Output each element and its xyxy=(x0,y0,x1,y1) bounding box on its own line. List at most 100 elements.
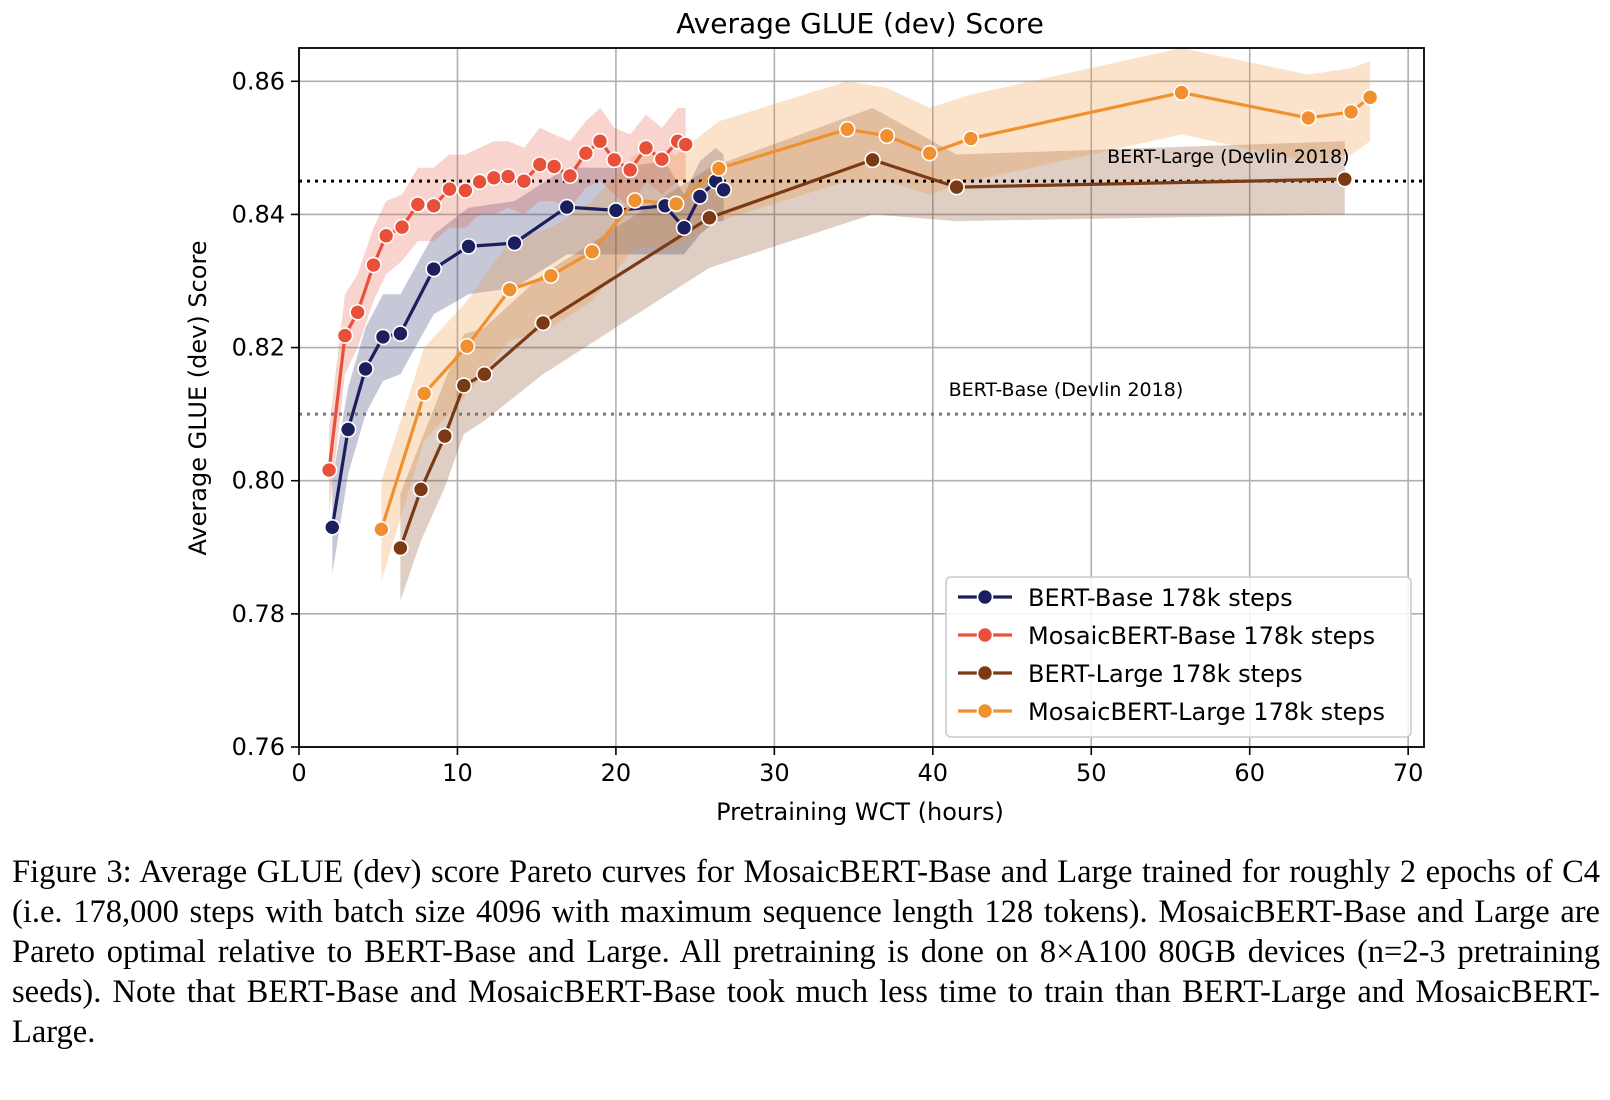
data-point-0 xyxy=(339,421,357,438)
data-point-1 xyxy=(485,169,503,187)
data-point-3 xyxy=(626,192,644,209)
x-tick-label: 30 xyxy=(759,759,790,787)
data-point-0 xyxy=(506,234,523,252)
x-tick-label: 40 xyxy=(918,759,949,787)
data-point-3 xyxy=(542,267,560,284)
data-point-2 xyxy=(412,481,430,498)
data-point-1 xyxy=(349,303,366,321)
data-point-1 xyxy=(425,197,442,215)
data-point-0 xyxy=(323,519,341,536)
reference-label-1: BERT-Base (Devlin 2018) xyxy=(949,379,1184,401)
data-point-3 xyxy=(667,195,685,213)
x-tick-label: 20 xyxy=(601,759,632,787)
data-point-1 xyxy=(320,461,338,479)
data-point-1 xyxy=(409,196,427,213)
data-point-1 xyxy=(677,136,694,153)
data-point-1 xyxy=(471,173,488,191)
data-point-3 xyxy=(501,281,519,298)
data-point-2 xyxy=(534,314,552,332)
chart-container: Average GLUE (dev) Score Average GLUE (d… xyxy=(184,7,1425,826)
data-point-3 xyxy=(878,127,896,145)
figure-caption: Figure 3: Average GLUE (dev) score Paret… xyxy=(12,854,1600,1050)
data-point-3 xyxy=(583,243,601,261)
data-point-0 xyxy=(425,260,442,278)
axes: 0 10 20 30 40 50 60 70 0.76 0.78 0.80 0.82 0.84 0.86 xyxy=(232,47,1425,787)
data-point-2 xyxy=(701,209,718,227)
reference-label-0: BERT-Large (Devlin 2018) xyxy=(1107,146,1349,168)
data-point-3 xyxy=(458,337,476,355)
data-point-3 xyxy=(1361,88,1379,106)
data-point-0 xyxy=(675,219,693,237)
legend-swatch-marker-0 xyxy=(976,588,994,606)
series-line-2 xyxy=(398,158,1345,549)
data-point-1 xyxy=(457,182,474,199)
data-point-1 xyxy=(531,156,549,173)
x-tick-label: 70 xyxy=(1393,759,1424,787)
data-point-1 xyxy=(515,172,533,190)
data-point-0 xyxy=(558,198,576,216)
data-point-0 xyxy=(374,328,392,346)
data-point-1 xyxy=(591,132,609,150)
legend-box xyxy=(945,576,1412,738)
series-points xyxy=(320,84,1379,557)
data-point-1 xyxy=(545,158,563,175)
data-point-2 xyxy=(436,427,454,445)
legend: BERT-Base 178k steps MosaicBERT-Base 178k… xyxy=(945,576,1412,738)
data-point-3 xyxy=(710,160,728,177)
data-point-1 xyxy=(499,168,517,185)
confidence-band-0 xyxy=(332,147,724,574)
y-tick-label: 0.80 xyxy=(232,467,285,495)
data-point-3 xyxy=(838,120,856,138)
data-point-1 xyxy=(577,144,595,162)
y-tick-label: 0.78 xyxy=(232,600,285,628)
x-tick-label: 50 xyxy=(1076,759,1107,787)
x-tick-label: 0 xyxy=(291,759,306,787)
x-axis-label: Pretraining WCT (hours) xyxy=(716,798,1004,826)
data-point-1 xyxy=(621,161,639,179)
data-point-1 xyxy=(336,327,354,344)
y-tick-label: 0.86 xyxy=(232,67,285,95)
data-point-3 xyxy=(1300,109,1317,127)
x-tick-label: 10 xyxy=(442,759,473,787)
data-point-1 xyxy=(377,227,395,245)
data-point-2 xyxy=(864,151,881,169)
y-tick-label: 0.82 xyxy=(232,334,285,362)
legend-swatch-marker-3 xyxy=(976,702,994,720)
glue-score-chart: Average GLUE (dev) Score Average GLUE (d… xyxy=(184,7,1425,826)
data-point-3 xyxy=(1173,84,1190,101)
data-point-0 xyxy=(607,202,625,219)
data-point-1 xyxy=(606,151,623,169)
data-point-1 xyxy=(653,150,671,168)
y-tick-label: 0.84 xyxy=(232,200,285,228)
data-point-1 xyxy=(637,139,655,157)
data-point-0 xyxy=(460,238,477,255)
data-point-2 xyxy=(392,539,409,557)
data-point-3 xyxy=(1342,103,1360,121)
grid xyxy=(298,48,1424,748)
data-point-1 xyxy=(441,180,458,198)
x-tick-label: 60 xyxy=(1234,759,1265,787)
data-point-0 xyxy=(715,181,732,199)
data-point-1 xyxy=(561,167,579,185)
data-point-0 xyxy=(357,360,374,378)
data-point-3 xyxy=(962,130,980,147)
data-point-3 xyxy=(415,385,433,402)
plot-frame xyxy=(298,47,1425,748)
legend-swatch-marker-1 xyxy=(976,626,994,644)
legend-label-2: BERT-Large 178k steps xyxy=(1028,660,1303,688)
data-point-2 xyxy=(948,178,965,196)
confidence-band-2 xyxy=(400,107,1345,601)
confidence-band-3 xyxy=(381,48,1371,581)
data-point-1 xyxy=(393,218,411,236)
y-axis-label: Average GLUE (dev) Score xyxy=(184,240,212,555)
legend-label-3: MosaicBERT-Large 178k steps xyxy=(1028,698,1385,726)
data-point-0 xyxy=(392,325,409,342)
data-point-2 xyxy=(455,377,473,394)
data-point-2 xyxy=(1336,170,1354,188)
data-point-3 xyxy=(921,144,938,162)
y-tick-label: 0.76 xyxy=(232,733,285,761)
data-point-3 xyxy=(373,521,390,538)
chart-title: Average GLUE (dev) Score xyxy=(676,7,1044,40)
data-point-1 xyxy=(365,256,382,274)
legend-swatch-marker-2 xyxy=(976,664,994,682)
